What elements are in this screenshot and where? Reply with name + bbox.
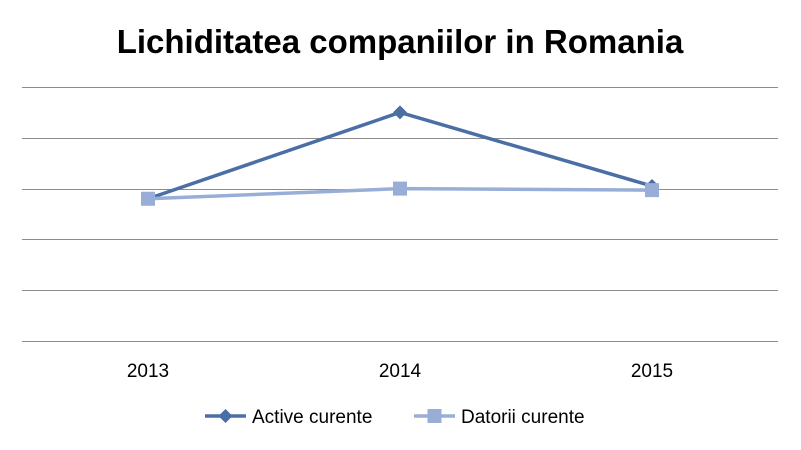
gridlines: [22, 87, 778, 342]
x-axis-ticks: 2013 2014 2015: [127, 361, 673, 382]
series-1-point-0: [141, 191, 155, 206]
series-group: [141, 105, 659, 206]
series-1-point-1: [393, 181, 407, 196]
legend: Active curente Datorii curente: [205, 407, 585, 428]
series-1-point-2: [645, 183, 659, 198]
series-0-point-1: [393, 105, 407, 120]
legend-label-1: Datorii curente: [461, 407, 585, 428]
legend-marker-0: [218, 409, 233, 423]
legend-label-0: Active curente: [252, 407, 372, 428]
x-tick-label-2015: 2015: [631, 361, 673, 382]
x-tick-label-2013: 2013: [127, 361, 169, 382]
chart-title: Lichiditatea companiilor in Romania: [117, 23, 684, 60]
legend-marker-1: [427, 409, 442, 423]
x-tick-label-2014: 2014: [379, 361, 422, 382]
